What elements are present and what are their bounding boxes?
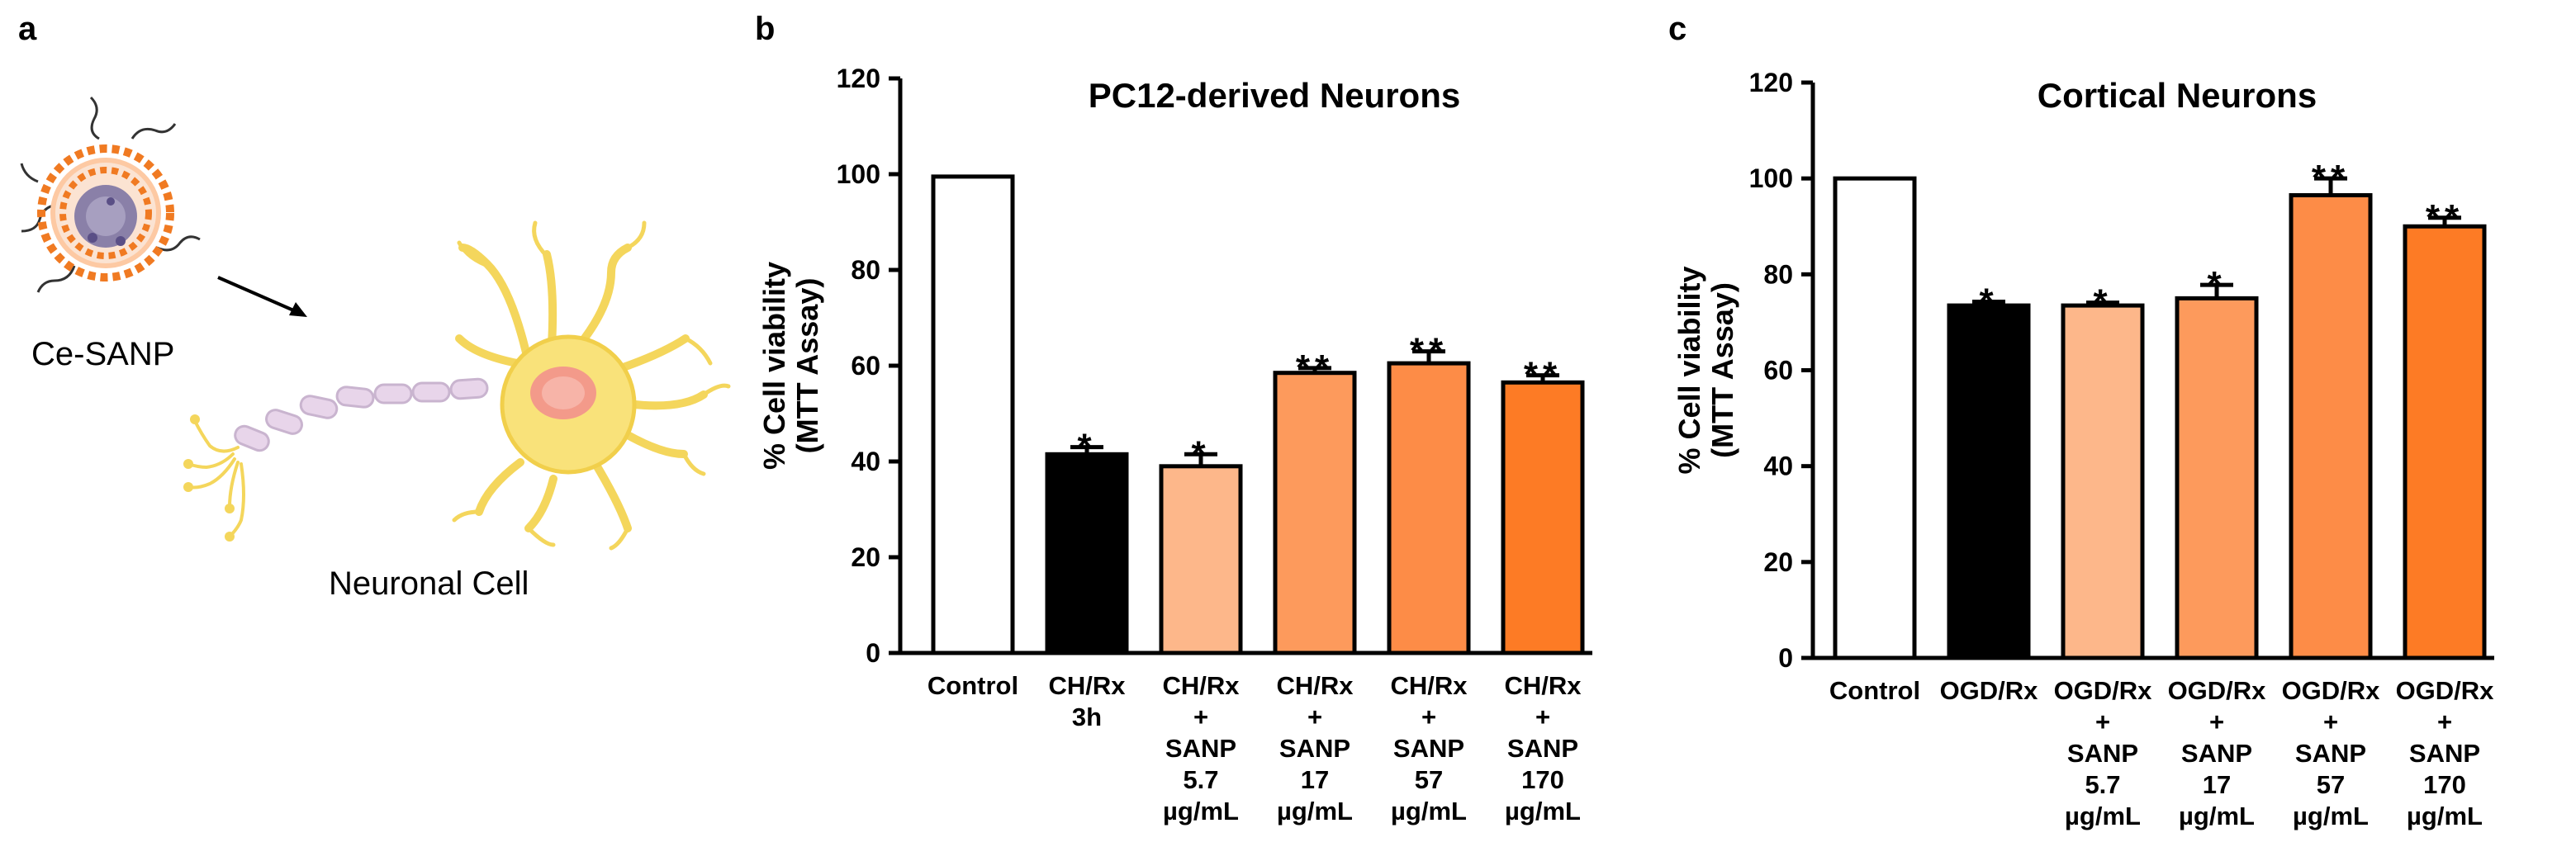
chart-b-bar-0 [931, 174, 1015, 655]
chart-b-category-label-1-1: 3h [1072, 703, 1102, 731]
chart-b-category-label-3-0: CH/Rx [1276, 671, 1354, 700]
chart-c-ylabel-line-1: (MTT Assay) [1705, 282, 1739, 458]
chart-c-category-label-5-0: OGD/Rx [2396, 676, 2495, 705]
chart-pc12: PC12-derived Neurons % Cell viability (MTT… [757, 64, 1592, 826]
chart-c-significance-4: ** [2312, 158, 2350, 198]
chart-b-ytick-label: 80 [851, 255, 880, 285]
chart-c-significance-5: ** [2426, 197, 2464, 238]
chart-c-category-label-0-0: Control [1829, 676, 1920, 705]
chart-c-category-label-3-0: OGD/Rx [2168, 676, 2267, 705]
chart-b-category-label-5-4: µg/mL [1505, 797, 1581, 826]
chart-c-category-label-4-3: 57 [2317, 770, 2345, 799]
chart-b-category-label-3-4: µg/mL [1277, 797, 1353, 826]
chart-c-bar-1 [1947, 303, 2031, 660]
chart-b-title: PC12-derived Neurons [1089, 76, 1460, 115]
chart-c-significance-3: * [2207, 264, 2226, 305]
chart-b-ytick-label: 60 [851, 351, 880, 381]
chart-c-category-label-2-1: + [2095, 707, 2110, 736]
chart-c-category-label-3-4: µg/mL [2179, 802, 2255, 830]
arrow-icon [217, 276, 307, 317]
chart-b-category-label-4-2: SANP [1393, 734, 1464, 763]
chart-b-category-label-3-2: SANP [1279, 734, 1350, 763]
chart-b-category-label-3-3: 17 [1301, 765, 1329, 794]
chart-c-bar-0 [1833, 176, 1917, 660]
chart-c-ytick-label: 100 [1749, 163, 1793, 193]
chart-c-category-label-5-2: SANP [2409, 739, 2480, 768]
chart-b-category-label-4-0: CH/Rx [1390, 671, 1468, 700]
chart-c-significance-2: * [2093, 282, 2112, 323]
nanoparticle-icon [20, 96, 201, 293]
chart-c-ytick-label: 0 [1778, 643, 1793, 673]
chart-b-ytick-label: 40 [851, 447, 880, 476]
panel-b-letter: b [755, 11, 775, 47]
nanoparticle-label: Ce-SANP [31, 336, 174, 372]
chart-b-category-label-5-2: SANP [1507, 734, 1578, 763]
chart-b-ytick-label: 120 [837, 64, 880, 93]
chart-c-category-label-5-1: + [2437, 707, 2452, 736]
chart-b-category-label-2-3: 5.7 [1183, 765, 1218, 794]
chart-c-category-label-5-3: 170 [2423, 770, 2466, 799]
chart-c-significance-1: * [1979, 281, 1998, 321]
chart-c-category-label-4-2: SANP [2295, 739, 2366, 768]
chart-c-bar-4 [2289, 192, 2373, 660]
chart-b-category-label-5-0: CH/Rx [1504, 671, 1582, 700]
chart-b-category-label-1-0: CH/Rx [1048, 671, 1126, 700]
chart-c-bar-3 [2175, 296, 2259, 660]
chart-b-significance-5: ** [1524, 355, 1562, 395]
chart-c-category-label-1-0: OGD/Rx [1940, 676, 2039, 705]
chart-b-category-label-2-0: CH/Rx [1162, 671, 1240, 700]
neuron-illustration: Ce-SANP [20, 96, 731, 602]
chart-b-category-label-5-3: 170 [1521, 765, 1564, 794]
chart-b-category-label-0-0: Control [927, 671, 1018, 700]
chart-c-category-label-4-1: + [2323, 707, 2338, 736]
chart-b-significance-4: ** [1410, 331, 1448, 371]
chart-b-category-label-5-1: + [1535, 703, 1550, 731]
chart-b-ytick-label: 100 [837, 159, 880, 189]
chart-b-significance-2: * [1191, 433, 1210, 474]
chart-b-ytick-label: 0 [866, 638, 880, 668]
chart-b-bar-4 [1387, 361, 1471, 655]
chart-b-category-label-2-1: + [1193, 703, 1208, 731]
chart-b-ylabel-line-0: % Cell viability [757, 262, 791, 470]
chart-c-ytick-label: 20 [1763, 547, 1793, 577]
chart-b-category-label-4-1: + [1421, 703, 1436, 731]
chart-c-category-label-3-3: 17 [2203, 770, 2231, 799]
chart-b-bar-3 [1273, 371, 1357, 655]
chart-b-ylabel-line-1: (MTT Assay) [790, 278, 824, 454]
cell-label: Neuronal Cell [329, 565, 529, 602]
chart-c-category-label-3-2: SANP [2181, 739, 2252, 768]
chart-c-ytick-label: 120 [1749, 68, 1793, 97]
neuron-icon [183, 220, 731, 551]
chart-b-bar-1 [1045, 452, 1129, 655]
chart-b-significance-1: * [1077, 427, 1096, 467]
chart-b-category-label-3-1: + [1307, 703, 1322, 731]
chart-c-ylabel-line-0: % Cell viability [1672, 266, 1706, 474]
chart-c-bar-5 [2403, 224, 2487, 660]
chart-b-bar-5 [1501, 380, 1585, 655]
chart-b-bar-2 [1159, 464, 1243, 655]
chart-b-category-label-2-4: µg/mL [1163, 797, 1239, 826]
chart-c-category-label-4-0: OGD/Rx [2282, 676, 2381, 705]
chart-c-category-label-2-4: µg/mL [2065, 802, 2141, 830]
chart-c-category-label-5-4: µg/mL [2407, 802, 2483, 830]
chart-b-category-label-4-4: µg/mL [1391, 797, 1467, 826]
chart-c-category-label-2-3: 5.7 [2085, 770, 2120, 799]
chart-c-bar-2 [2061, 303, 2145, 660]
panel-c-letter: c [1668, 11, 1686, 47]
chart-b-category-label-4-3: 57 [1415, 765, 1443, 794]
panel-a-letter: a [18, 11, 37, 47]
chart-c-category-label-2-2: SANP [2067, 739, 2138, 768]
chart-c-ytick-label: 60 [1763, 356, 1793, 386]
chart-cortical: Cortical Neurons % Cell viability (MTT Ass… [1672, 68, 2494, 830]
chart-c-category-label-3-1: + [2209, 707, 2224, 736]
chart-c-category-label-4-4: µg/mL [2293, 802, 2369, 830]
chart-b-category-label-2-2: SANP [1165, 734, 1236, 763]
chart-b-ytick-label: 20 [851, 542, 880, 572]
chart-c-ytick-label: 40 [1763, 452, 1793, 481]
chart-c-title: Cortical Neurons [2038, 76, 2317, 115]
chart-c-ytick-label: 80 [1763, 259, 1793, 289]
chart-b-significance-3: ** [1296, 348, 1334, 388]
chart-c-category-label-2-0: OGD/Rx [2054, 676, 2153, 705]
